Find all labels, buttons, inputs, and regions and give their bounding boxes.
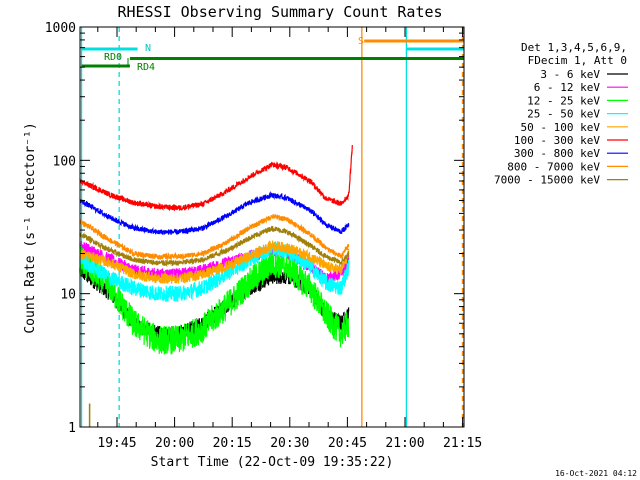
legend-entry-label: 25 - 50 keV xyxy=(527,108,600,121)
series-line-5 xyxy=(79,145,353,212)
y-tick-label: 10 xyxy=(60,288,76,303)
x-axis-label: Start Time (22-Oct-09 19:35:22) xyxy=(151,455,394,470)
legend-entry-label: 12 - 25 keV xyxy=(527,94,600,107)
x-tick-label: 20:45 xyxy=(328,436,367,451)
y-axis-label: Count Rate (s⁻¹ detector⁻¹) xyxy=(23,122,38,333)
legend-entry-label: 300 - 800 keV xyxy=(514,147,600,160)
chart-title: RHESSI Observing Summary Count Rates xyxy=(117,3,442,21)
legend-entry-label: 800 - 7000 keV xyxy=(507,160,600,173)
series-line-7 xyxy=(79,213,350,261)
y-tick-label: 1 xyxy=(68,421,76,436)
legend-header: FDecim 1, Att 0 xyxy=(528,54,627,67)
legend-entry-label: 50 - 100 keV xyxy=(521,121,601,134)
series-line-4 xyxy=(79,240,350,285)
flag-label-rd0: RD0 xyxy=(104,52,122,63)
legend-entry-label: 100 - 300 keV xyxy=(514,134,600,147)
flag-label-rd4: RD4 xyxy=(137,62,155,73)
series-line-2 xyxy=(79,245,350,355)
x-tick-label: 20:00 xyxy=(155,436,194,451)
x-tick-label: 20:15 xyxy=(213,436,252,451)
y-tick-label: 1000 xyxy=(45,21,76,36)
legend-entry-label: 6 - 12 keV xyxy=(534,81,601,94)
x-tick-label: 20:30 xyxy=(270,436,309,451)
flag-label-s: S xyxy=(358,36,364,47)
legend-header: Det 1,3,4,5,6,9, xyxy=(521,41,627,54)
x-tick-label: 21:15 xyxy=(443,436,482,451)
x-tick-label: 21:00 xyxy=(385,436,424,451)
series-line-8 xyxy=(79,225,350,268)
legend-entry-label: 3 - 6 keV xyxy=(540,68,600,81)
legend-entry-label: 7000 - 15000 keV xyxy=(494,174,600,187)
series-line-6 xyxy=(79,190,350,235)
plot-frame xyxy=(79,26,465,428)
y-tick-label: 100 xyxy=(53,154,76,169)
x-tick-label: 19:45 xyxy=(97,436,136,451)
timestamp: 16-Oct-2021 04:12 xyxy=(555,469,637,478)
flag-label-n: N xyxy=(145,43,151,54)
